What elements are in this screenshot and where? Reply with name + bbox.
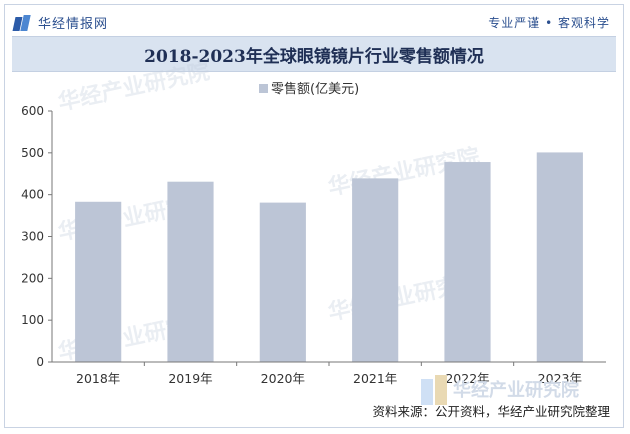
bar [75, 201, 122, 362]
y-axis: 0 100 200 300 400 500 600 [21, 104, 53, 369]
x-tick-label: 2022年 [445, 371, 489, 386]
footer-logo-text: 华经产业研究院 [453, 379, 579, 401]
x-tick-label: 2021年 [353, 371, 397, 386]
slogan: 专业严谨 • 客观科学 [488, 16, 610, 30]
y-tick-label: 600 [21, 104, 44, 118]
x-tick-label: 2019年 [168, 371, 212, 386]
bars [75, 152, 583, 362]
bar [167, 181, 214, 362]
y-tick-label: 300 [21, 230, 44, 244]
brand-name: 华经情报网 [38, 17, 109, 32]
bar [536, 152, 583, 362]
bar [259, 202, 306, 362]
watermark-text-1: 华经产业研究院 [56, 58, 212, 115]
logo-bar-icon [421, 379, 433, 405]
y-tick-label: 0 [36, 355, 44, 369]
y-tick-label: 100 [21, 313, 44, 327]
bar [444, 162, 491, 362]
top-bar: 华经情报网 专业严谨 • 客观科学 [4, 6, 624, 36]
x-tick-label: 2020年 [261, 371, 305, 386]
legend-label: 零售额(亿美元) [271, 81, 359, 97]
footer-logo: 华经产业研究院 [421, 375, 579, 405]
x-tick-label: 2018年 [76, 371, 120, 386]
brand: 华经情报网 [12, 13, 109, 32]
y-tick-label: 200 [21, 271, 44, 285]
y-tick-label: 400 [21, 188, 44, 202]
bar [352, 178, 399, 362]
logo-bar-icon [435, 375, 447, 405]
source-note: 资料来源：公开资料，华经产业研究院整理 [372, 404, 610, 419]
y-tick-label: 500 [21, 146, 44, 160]
x-tick-label: 2023年 [538, 371, 582, 386]
title-bar: 2018-2023年全球眼镜镜片行业零售额情况 [12, 36, 616, 72]
legend: 零售额(亿美元) [259, 81, 359, 97]
legend-swatch [259, 84, 268, 93]
x-axis: 2018年 2019年 2020年 2021年 2022年 2023年 [52, 361, 606, 386]
chart-title: 2018-2023年全球眼镜镜片行业零售额情况 [144, 46, 484, 67]
